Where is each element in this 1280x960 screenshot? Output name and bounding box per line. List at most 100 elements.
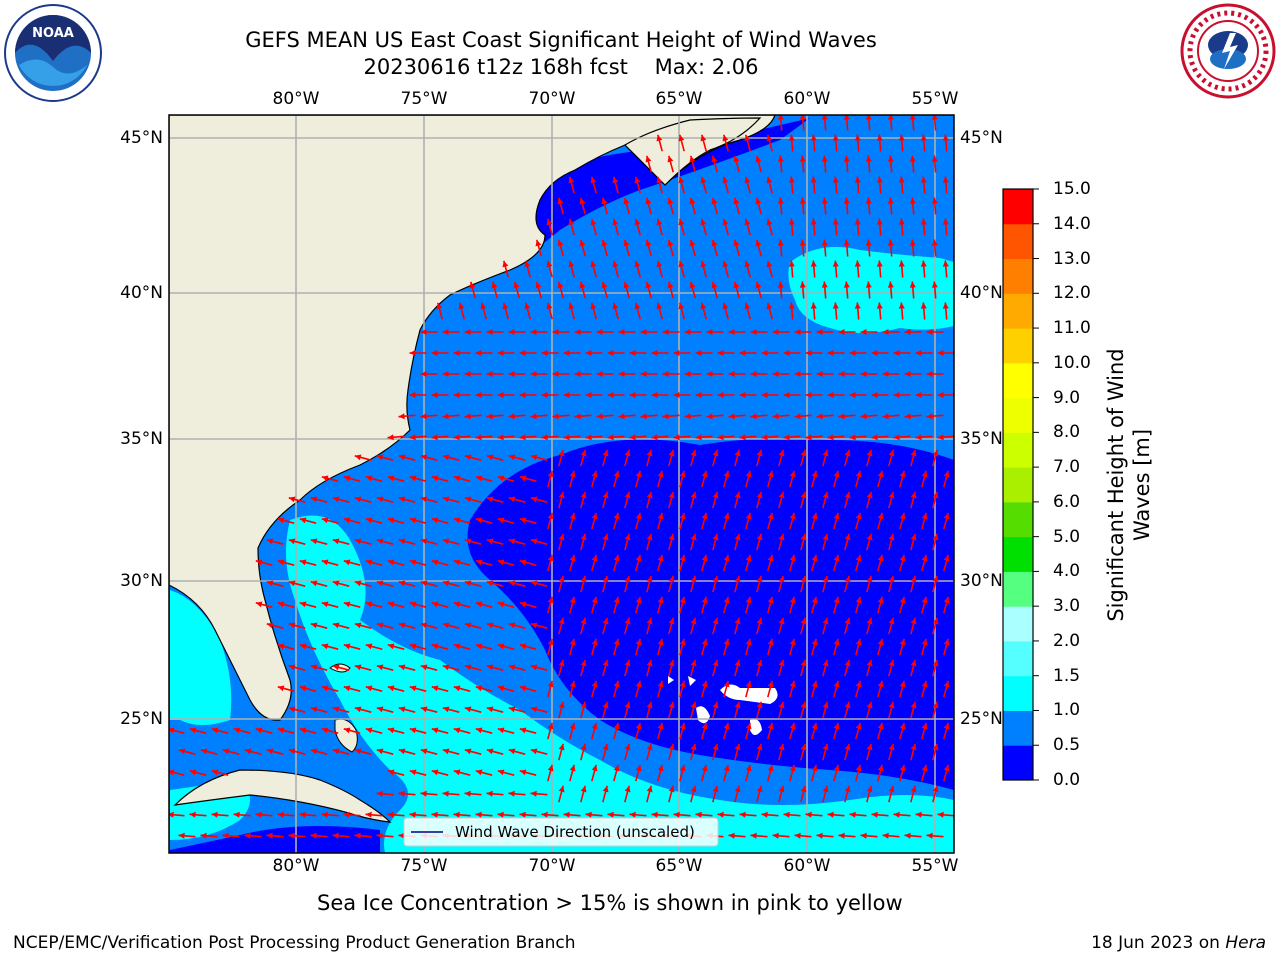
wave-direction-arrowhead xyxy=(453,601,461,608)
wave-direction-arrowhead xyxy=(546,302,553,310)
colorbar-segment xyxy=(1003,258,1033,294)
wave-region-1-1.5-gulf xyxy=(170,590,232,725)
wave-direction-arrowhead xyxy=(530,790,537,797)
wave-direction-arrowhead xyxy=(657,470,664,478)
wave-direction-arrowhead xyxy=(398,454,406,461)
wave-direction-arrowhead xyxy=(701,764,708,772)
wave-direction-arrowhead xyxy=(888,575,895,583)
wave-direction-arrowhead xyxy=(854,260,861,267)
wave-direction-arrowhead xyxy=(398,538,406,545)
wave-direction-arrowhead xyxy=(887,281,894,288)
wave-direction-arrowhead xyxy=(700,218,707,226)
wave-direction-arrowhead xyxy=(613,470,620,478)
wave-direction-arrowhead xyxy=(585,811,592,818)
wave-direction-arrowhead xyxy=(772,832,779,839)
wave-direction-arrowhead xyxy=(931,197,938,204)
wave-direction-arrowhead xyxy=(810,176,817,183)
wave-direction-arrowhead xyxy=(656,218,663,226)
wave-direction-arrowhead xyxy=(321,475,329,482)
wave-direction-arrowhead xyxy=(800,659,807,667)
wave-direction-arrowhead xyxy=(486,706,494,713)
wave-direction-arrowhead xyxy=(865,155,872,162)
wave-direction-arrowhead xyxy=(722,218,729,226)
wave-direction-arrowhead xyxy=(711,281,718,289)
wave-direction-arrowhead xyxy=(453,643,461,650)
wave-direction-arrowhead xyxy=(855,470,862,478)
wave-direction-arrowhead xyxy=(569,470,576,478)
wave-direction-arrowhead xyxy=(590,218,597,226)
wave-direction-arrowhead xyxy=(646,785,653,793)
wave-direction-arrowhead xyxy=(409,727,417,734)
wave-direction-arrowhead xyxy=(860,371,867,377)
wave-direction-arrowhead xyxy=(634,218,641,226)
wave-direction-arrowhead xyxy=(866,533,873,541)
wave-direction-arrowhead xyxy=(843,239,850,246)
colorbar-segment xyxy=(1003,293,1033,329)
wave-direction-arrowhead xyxy=(756,617,763,625)
wave-direction-arrowhead xyxy=(519,601,527,608)
wave-direction-arrowhead xyxy=(767,638,774,646)
wave-direction-arrowhead xyxy=(266,622,274,629)
wave-direction-arrowhead xyxy=(568,260,575,268)
wave-direction-arrowhead xyxy=(843,115,850,120)
wave-direction-arrowhead xyxy=(899,638,906,646)
wave-direction-arrowhead xyxy=(810,260,817,267)
wave-direction-arrowhead xyxy=(822,785,829,793)
wave-direction-arrowhead xyxy=(899,596,906,604)
wave-direction-arrowhead xyxy=(877,680,884,688)
wave-region-1-1.5-bahamas xyxy=(286,515,954,853)
wave-direction-arrowhead xyxy=(211,811,218,818)
wave-direction-arrowhead xyxy=(888,659,895,667)
wave-direction-arrowhead xyxy=(596,413,603,420)
wave-direction-arrowhead xyxy=(442,413,449,420)
wave-direction-arrowhead xyxy=(651,811,658,818)
wave-direction-arrowhead xyxy=(783,811,790,818)
wave-direction-arrowhead xyxy=(602,659,609,667)
wave-direction-arrowhead xyxy=(475,392,482,398)
wave-direction-arrowhead xyxy=(777,197,784,204)
wave-direction-arrowhead xyxy=(668,449,675,457)
wave-direction-arrowhead xyxy=(453,727,461,734)
wave-direction-arrowhead xyxy=(624,617,631,625)
wave-direction-arrowhead xyxy=(690,785,697,793)
wave-direction-arrowhead xyxy=(910,575,917,583)
wave-direction-arrowhead xyxy=(420,622,428,629)
wave-direction-arrowhead xyxy=(904,832,911,839)
wave-direction-arrowhead xyxy=(800,575,807,583)
wave-direction-arrowhead xyxy=(409,517,417,524)
wave-direction-arrowhead xyxy=(453,769,461,776)
wave-direction-arrowhead xyxy=(909,239,916,246)
wave-direction-arrowhead xyxy=(827,434,834,441)
wave-direction-arrowhead xyxy=(855,512,862,520)
wave-direction-arrowhead xyxy=(332,580,340,587)
wave-direction-arrowhead xyxy=(888,617,895,625)
wave-direction-arrowhead xyxy=(420,329,427,335)
wave-direction-arrowhead xyxy=(921,512,928,520)
wave-direction-arrowhead xyxy=(876,218,883,225)
wave-direction-arrowhead xyxy=(508,538,516,545)
wave-direction-arrowhead xyxy=(893,392,900,398)
wave-direction-arrowhead xyxy=(657,554,664,562)
wave-direction-arrowhead xyxy=(591,596,598,604)
wave-direction-arrowhead xyxy=(915,350,922,356)
wave-direction-arrowhead xyxy=(778,785,785,793)
wave-direction-arrowhead xyxy=(865,197,872,204)
wave-direction-arrowhead xyxy=(695,434,702,441)
wave-direction-arrowhead xyxy=(255,811,262,818)
lat-tick-right: 40°N xyxy=(960,283,1003,303)
wave-direction-arrowhead xyxy=(475,559,483,566)
wave-direction-arrowhead xyxy=(887,239,894,246)
wave-direction-arrowhead xyxy=(563,811,570,818)
wave-direction-arrowhead xyxy=(343,685,351,692)
wind-wave-direction-arrows xyxy=(169,115,954,839)
wave-direction-arrowhead xyxy=(645,155,652,163)
wave-direction-arrowhead xyxy=(750,413,757,420)
wave-direction-arrowhead xyxy=(189,811,196,818)
wave-direction-arrowhead xyxy=(921,596,928,604)
colorbar-tick-label: 6.0 xyxy=(1053,491,1081,512)
wave-direction-arrowhead xyxy=(871,350,878,356)
wave-direction-arrowhead xyxy=(546,218,553,226)
wave-direction-arrowhead xyxy=(200,832,207,839)
wave-direction-arrowhead xyxy=(629,434,636,441)
wave-direction-arrowhead xyxy=(734,701,741,709)
